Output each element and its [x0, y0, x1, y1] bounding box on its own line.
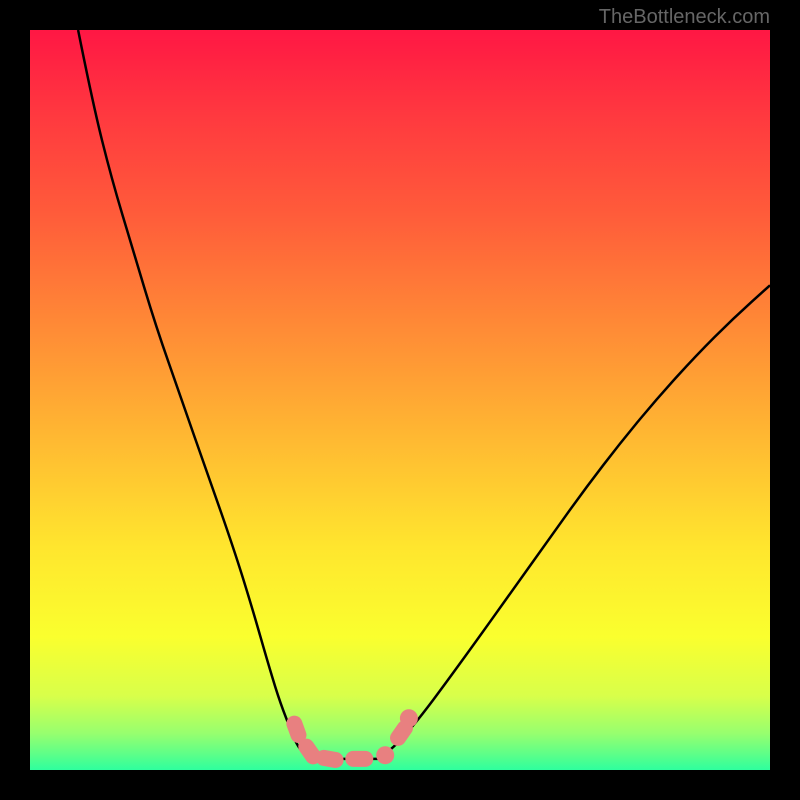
marker-dot	[400, 709, 418, 727]
watermark-text: TheBottleneck.com	[599, 6, 770, 29]
marker-pill	[345, 751, 373, 767]
marker-dot	[376, 746, 394, 764]
markers-layer	[30, 30, 770, 770]
marker-pill	[315, 749, 345, 770]
chart-area	[30, 30, 770, 770]
